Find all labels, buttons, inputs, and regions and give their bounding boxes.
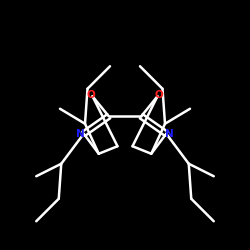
Text: O: O (154, 90, 163, 100)
Text: N: N (165, 129, 173, 139)
Text: N: N (76, 129, 85, 139)
Text: O: O (87, 90, 96, 100)
